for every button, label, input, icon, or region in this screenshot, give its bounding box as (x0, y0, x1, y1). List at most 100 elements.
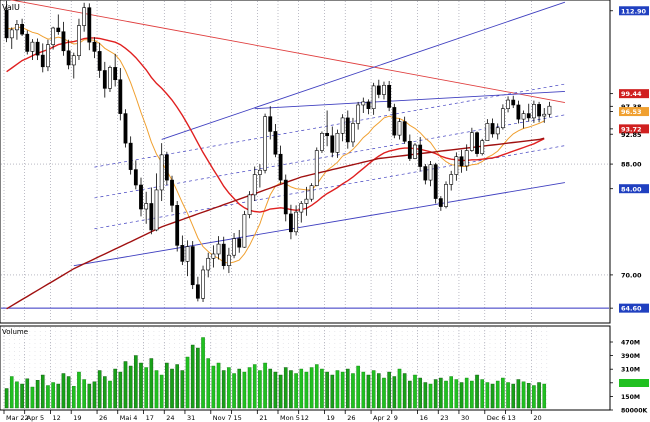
candle-body (330, 135, 335, 153)
candle-body (92, 41, 97, 52)
volume-bar (139, 362, 143, 409)
volume-bar (232, 373, 236, 409)
volume-label: 310M (621, 367, 640, 374)
price-label-box (619, 89, 649, 99)
candle-body (77, 25, 81, 57)
candle-body (345, 117, 350, 143)
candle-body (413, 144, 417, 159)
date-label: Nov 7 (213, 414, 232, 422)
candle-body (258, 169, 262, 175)
candle-body (459, 156, 464, 167)
candle-body (423, 166, 428, 181)
volume-bar (464, 377, 469, 409)
volume-bar (237, 368, 242, 409)
candle-body (392, 107, 397, 136)
candle-body (335, 132, 340, 153)
volume-label: 390M (621, 353, 640, 360)
candle-body (247, 194, 252, 215)
candle-body (190, 246, 195, 286)
channel-dotted-line (94, 83, 565, 168)
candle-body (71, 55, 76, 66)
candle-body (195, 284, 200, 299)
trend-line-descending-resistance (9, 0, 566, 103)
volume-bar (118, 371, 123, 409)
volume-label: Volume (2, 328, 28, 336)
candle-body (428, 164, 433, 181)
volume-bar (335, 370, 340, 409)
candle-body (532, 104, 536, 119)
candle-body (144, 203, 149, 210)
date-label: 30 (461, 414, 469, 422)
volume-bar (433, 379, 438, 409)
volume-bar (30, 386, 35, 409)
volume-bar (480, 379, 485, 409)
price-label: 96.53 (621, 108, 642, 116)
candle-body (123, 113, 128, 144)
volume-bar (299, 368, 304, 409)
candle-body (500, 108, 505, 129)
candle-body (149, 203, 154, 231)
candle-body (268, 116, 273, 132)
candle-body (449, 174, 454, 185)
volume-bar (470, 380, 474, 409)
volume-bar (82, 379, 86, 409)
candle-body (61, 31, 66, 52)
candle-body (20, 24, 24, 35)
volume-bar (20, 383, 24, 409)
price-label: 97.38 (621, 103, 642, 111)
date-label: Apr 2 (373, 414, 390, 422)
candle-body (206, 257, 211, 271)
date-label: 19 (73, 414, 81, 422)
candle-body (216, 243, 221, 255)
volume-bar (175, 364, 179, 409)
candle-body (526, 113, 531, 119)
volume-bar (475, 374, 479, 409)
candle-body (325, 132, 330, 137)
candle-body (537, 104, 541, 117)
volume-bar (25, 378, 30, 409)
candle-body (180, 245, 185, 262)
volume-bar (294, 373, 298, 409)
candle-body (438, 198, 443, 207)
date-label: Apr 5 (27, 414, 44, 422)
volume-bar (304, 371, 309, 409)
volume-bar (196, 347, 200, 409)
candle-body (30, 41, 35, 52)
volume-bar (542, 383, 547, 409)
date-label: 12 (53, 414, 61, 422)
volume-bar (506, 382, 510, 409)
price-label-box (619, 184, 649, 194)
candle-body (252, 174, 257, 196)
volume-bar (402, 373, 407, 409)
volume-bar (40, 374, 45, 409)
volume-bar (227, 367, 231, 409)
candle-body (511, 99, 516, 106)
candle-body (170, 179, 174, 206)
volume-bar (397, 368, 402, 409)
date-label: 16 (420, 414, 428, 422)
volume-bar (154, 370, 159, 409)
volume-bar (61, 373, 66, 409)
price-label: 93.72 (621, 125, 642, 133)
volume-bar (273, 371, 278, 409)
candle-body (97, 51, 102, 71)
volume-bar (56, 383, 61, 409)
date-label: 21 (259, 414, 267, 422)
candle-body (433, 164, 438, 199)
volume-bar (4, 388, 9, 409)
volume-bar (149, 358, 154, 409)
volume-bar (97, 370, 102, 409)
candle-body (15, 24, 19, 31)
price-label: 64.60 (621, 305, 642, 313)
candle-body (139, 184, 143, 210)
date-label: 12 (301, 414, 309, 422)
candle-body (133, 169, 138, 186)
candlesticks (4, 0, 552, 302)
candle-body (464, 150, 469, 167)
symbol-label: ValU (2, 3, 20, 12)
candle-body (351, 123, 355, 143)
volume-bar (185, 356, 190, 409)
date-label: 31 (187, 414, 195, 422)
volume-bar (35, 380, 40, 409)
